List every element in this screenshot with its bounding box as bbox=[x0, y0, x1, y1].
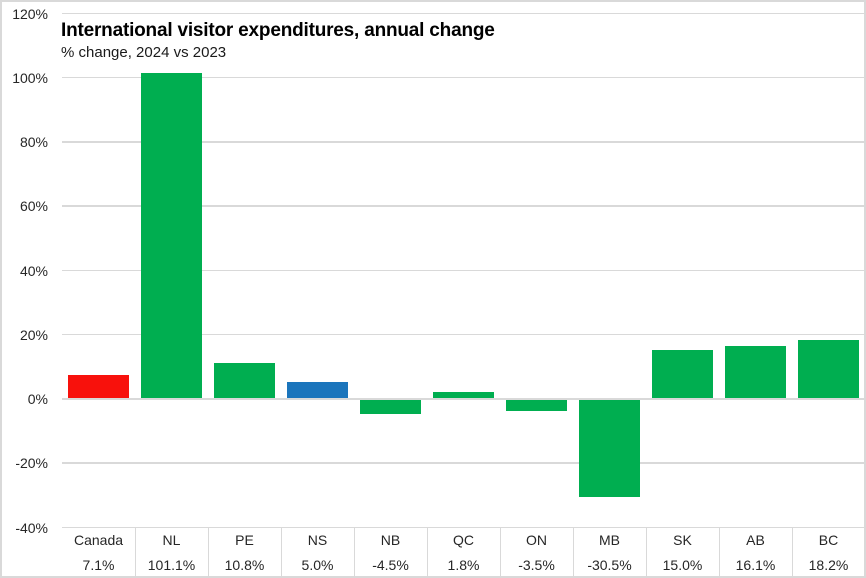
bar-nl bbox=[141, 73, 202, 398]
bar-on bbox=[506, 399, 567, 411]
value-label: 10.8% bbox=[224, 557, 265, 573]
table-cell: SK 15.0% bbox=[646, 528, 719, 576]
value-label: 15.0% bbox=[662, 557, 703, 573]
y-axis-tick-label: 100% bbox=[12, 69, 48, 86]
category-label: BC bbox=[818, 532, 839, 548]
y-axis-tick-label: 40% bbox=[19, 262, 48, 279]
bar-nb bbox=[360, 399, 421, 414]
bar-pe bbox=[214, 363, 275, 398]
category-label: QC bbox=[453, 532, 474, 548]
table-cell: MB -30.5% bbox=[573, 528, 646, 576]
y-axis-tick-label: 20% bbox=[19, 326, 48, 343]
y-axis-tick-label: 80% bbox=[19, 134, 48, 150]
value-label: 1.8% bbox=[447, 557, 480, 573]
grid-line bbox=[62, 398, 864, 400]
table-cell: NS 5.0% bbox=[281, 528, 354, 576]
y-axis-tick-label: -40% bbox=[15, 519, 48, 536]
bar-canada bbox=[68, 375, 129, 398]
y-axis-tick-label: 120% bbox=[12, 5, 48, 22]
table-cell-divider bbox=[719, 528, 720, 576]
value-label: -3.5% bbox=[518, 557, 555, 573]
table-cell: AB 16.1% bbox=[719, 528, 792, 576]
table-cell: NB -4.5% bbox=[354, 528, 427, 576]
table-cell-divider bbox=[135, 528, 136, 576]
bar-qc bbox=[433, 392, 494, 398]
category-label: ON bbox=[526, 532, 547, 548]
y-axis-tick-label: 0% bbox=[27, 391, 48, 407]
category-label: Canada bbox=[73, 532, 124, 548]
value-label: -4.5% bbox=[372, 557, 409, 573]
table-cell: Canada 7.1% bbox=[62, 528, 135, 576]
value-label: 7.1% bbox=[82, 557, 115, 573]
grid-line bbox=[62, 141, 864, 143]
table-cell-divider bbox=[281, 528, 282, 576]
table-cell-divider bbox=[427, 528, 428, 576]
value-label: 18.2% bbox=[808, 557, 849, 573]
category-label: NS bbox=[307, 532, 328, 548]
bar-sk bbox=[652, 349, 713, 398]
category-label: AB bbox=[746, 532, 765, 548]
value-label: 16.1% bbox=[735, 557, 776, 573]
table-cell: BC 18.2% bbox=[792, 528, 864, 576]
y-axis-tick-label: 60% bbox=[19, 198, 48, 215]
category-label: MB bbox=[599, 532, 620, 548]
value-label: 5.0% bbox=[301, 557, 334, 573]
category-label: SK bbox=[673, 532, 692, 548]
table-cell: PE 10.8% bbox=[208, 528, 281, 576]
y-axis-tick-label: -20% bbox=[15, 455, 48, 472]
table-cell-divider bbox=[354, 528, 355, 576]
grid-line bbox=[62, 205, 864, 207]
table-cell-divider bbox=[500, 528, 501, 576]
chart-subtitle: % change, 2024 vs 2023 bbox=[61, 44, 227, 61]
grid-line bbox=[62, 269, 864, 271]
value-label: -30.5% bbox=[587, 557, 632, 573]
table-cell: NL 101.1% bbox=[135, 528, 208, 576]
bar-mb bbox=[579, 399, 640, 498]
bar-bc bbox=[798, 339, 859, 398]
bar-ab bbox=[725, 346, 786, 398]
category-label: NB bbox=[380, 532, 401, 548]
table-cell-divider bbox=[646, 528, 647, 576]
grid-line bbox=[62, 76, 864, 79]
value-label: 101.1% bbox=[147, 557, 196, 573]
table-cell: ON -3.5% bbox=[500, 528, 573, 576]
bar-ns bbox=[287, 381, 348, 398]
grid-line bbox=[62, 12, 864, 14]
table-cell-divider bbox=[792, 528, 793, 576]
grid-line bbox=[62, 333, 864, 336]
chart-title: International visitor expenditures, annu… bbox=[61, 20, 495, 41]
grid-line bbox=[62, 462, 864, 464]
grid-line bbox=[62, 526, 864, 528]
table-cell-divider bbox=[208, 528, 209, 576]
category-label: PE bbox=[235, 532, 254, 548]
table-cell: QC 1.8% bbox=[427, 528, 500, 576]
category-label: NL bbox=[162, 532, 181, 548]
table-cell-divider bbox=[573, 528, 574, 576]
